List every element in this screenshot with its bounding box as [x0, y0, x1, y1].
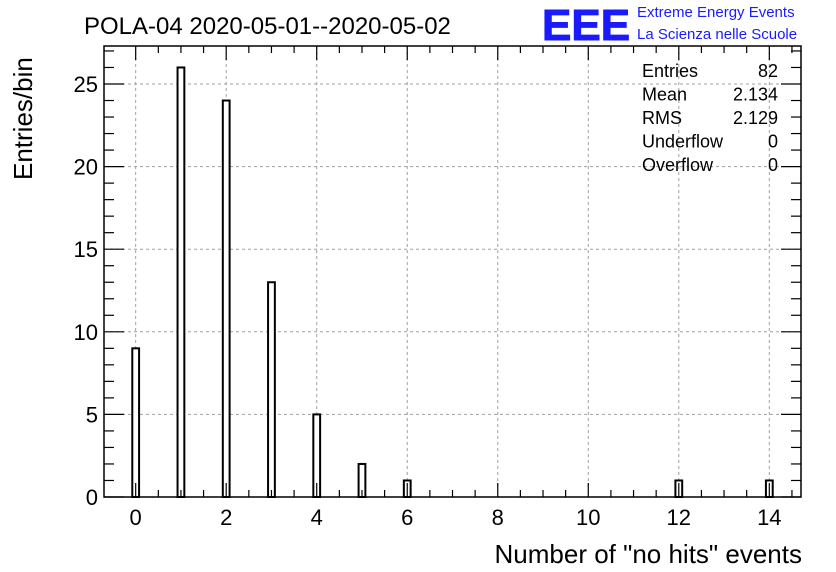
axis-ticks	[104, 46, 801, 498]
x-tick-label: 12	[667, 505, 691, 530]
stats-value: 2.129	[733, 108, 778, 128]
histogram-bar	[131, 347, 141, 499]
histogram-bar	[176, 66, 186, 498]
y-tick-labels: 0 5 10 15 20 25	[74, 72, 98, 510]
y-tick-label: 10	[74, 320, 98, 345]
histogram-bar	[267, 281, 276, 498]
x-tick-label: 14	[757, 505, 781, 530]
x-tick-label: 0	[130, 505, 142, 530]
logo-line-1: Extreme Energy Events	[637, 4, 795, 21]
stats-label: Mean	[642, 85, 687, 105]
y-axis-label: Entries/bin	[8, 57, 38, 180]
x-tick-labels: 0 2 4 6 8 10 12 14	[130, 505, 782, 530]
y-tick-label: 25	[74, 72, 98, 97]
x-tick-label: 6	[401, 505, 413, 530]
plot-frame	[103, 45, 802, 498]
x-tick-label: 10	[576, 505, 600, 530]
x-axis-label: Number of "no hits" events	[495, 539, 803, 569]
stats-label: Underflow	[642, 132, 724, 152]
y-tick-label: 0	[86, 485, 98, 510]
logo-line-2: La Scienza nelle Scuole	[637, 26, 797, 43]
stats-value: 0	[768, 155, 778, 175]
stats-value: 2.134	[733, 85, 778, 105]
stats-label: Overflow	[642, 155, 714, 175]
stats-box: Entries 82 Mean 2.134 RMS 2.129 Underflow 0 Over…	[642, 61, 778, 175]
y-tick-label: 15	[74, 237, 98, 262]
eee-logo: EEE Extreme Energy Events La Scienza nel…	[542, 1, 798, 51]
histogram-bar	[221, 99, 231, 499]
stats-value: 82	[758, 61, 778, 81]
grid-lines	[104, 46, 801, 497]
x-tick-label: 2	[220, 505, 232, 530]
stats-label: RMS	[642, 108, 682, 128]
logo-mark: EEE	[542, 1, 630, 50]
chart-title: POLA-04 2020-05-01--2020-05-02	[84, 13, 451, 40]
stats-value: 0	[768, 132, 778, 152]
y-tick-label: 5	[86, 402, 98, 427]
x-tick-label: 4	[311, 505, 323, 530]
stats-label: Entries	[642, 61, 698, 81]
y-tick-label: 20	[74, 155, 98, 180]
x-tick-label: 8	[492, 505, 504, 530]
